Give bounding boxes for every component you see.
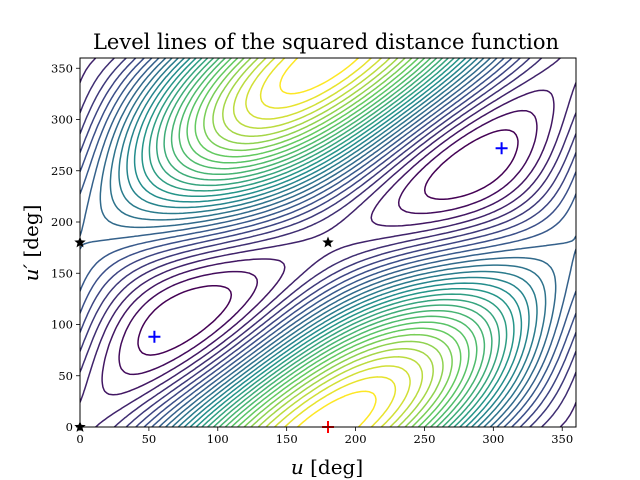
y-tick-label: 100 xyxy=(51,318,73,332)
y-tick-label: 0 xyxy=(66,420,73,434)
x-axis-label: u [deg] xyxy=(291,455,363,479)
x-axis-unit: [deg] xyxy=(304,455,363,479)
x-tick-label: 250 xyxy=(413,432,435,446)
contour-level xyxy=(245,58,411,427)
contour-level xyxy=(194,58,462,427)
contour-level xyxy=(212,58,444,427)
contour-level xyxy=(80,58,576,427)
contour-level xyxy=(259,58,397,427)
y-axis-variable: u′ xyxy=(19,264,43,282)
x-tick-label: 150 xyxy=(276,432,298,446)
contour-level xyxy=(80,58,576,427)
y-tick-label: 300 xyxy=(51,113,73,127)
x-axis-ticks: 0 50 100 150 200 250 300 350 xyxy=(76,427,573,446)
x-tick-label: 200 xyxy=(345,432,367,446)
contour-level xyxy=(99,58,557,427)
contour-level xyxy=(118,109,538,376)
y-tick-label: 50 xyxy=(58,369,73,383)
y-axis-unit: [deg] xyxy=(19,205,43,264)
contour-level xyxy=(178,58,478,427)
x-tick-label: 100 xyxy=(207,432,229,446)
x-tick-label: 50 xyxy=(142,432,157,446)
contour-lines xyxy=(80,58,576,427)
contour-level xyxy=(186,58,470,427)
y-tick-label: 150 xyxy=(51,266,73,280)
x-tick-label: 300 xyxy=(482,432,504,446)
contour-level xyxy=(133,58,523,427)
contour-level xyxy=(80,58,576,427)
contour-level xyxy=(232,58,424,427)
contour-level xyxy=(109,58,547,427)
contour-level xyxy=(126,58,530,427)
contour-level xyxy=(148,58,508,427)
contour-level xyxy=(80,58,576,427)
minimum-marker xyxy=(495,142,508,155)
contour-level xyxy=(80,58,576,427)
x-tick-label: 0 xyxy=(76,432,83,446)
contour-level xyxy=(163,58,493,427)
contour-level xyxy=(170,58,486,427)
contour-level xyxy=(137,129,519,356)
y-tick-label: 250 xyxy=(51,164,73,178)
contour-level xyxy=(279,58,377,427)
x-tick-label: 350 xyxy=(551,432,573,446)
contour-level xyxy=(203,58,453,427)
x-axis-variable: u xyxy=(291,455,304,479)
contour-level xyxy=(141,58,515,427)
saddle-marker xyxy=(322,236,334,248)
chart-title: Level lines of the squared distance func… xyxy=(93,30,559,54)
contour-level xyxy=(101,89,555,396)
y-axis-ticks: 0 50 100 150 200 250 300 350 xyxy=(51,61,80,434)
minimum-marker xyxy=(148,330,161,343)
y-tick-label: 200 xyxy=(51,215,73,229)
contour-level xyxy=(222,58,434,427)
y-axis-label: u′ [deg] xyxy=(19,205,43,282)
y-tick-label: 350 xyxy=(51,61,73,75)
contour-level xyxy=(80,58,576,427)
plot-frame xyxy=(79,57,577,428)
